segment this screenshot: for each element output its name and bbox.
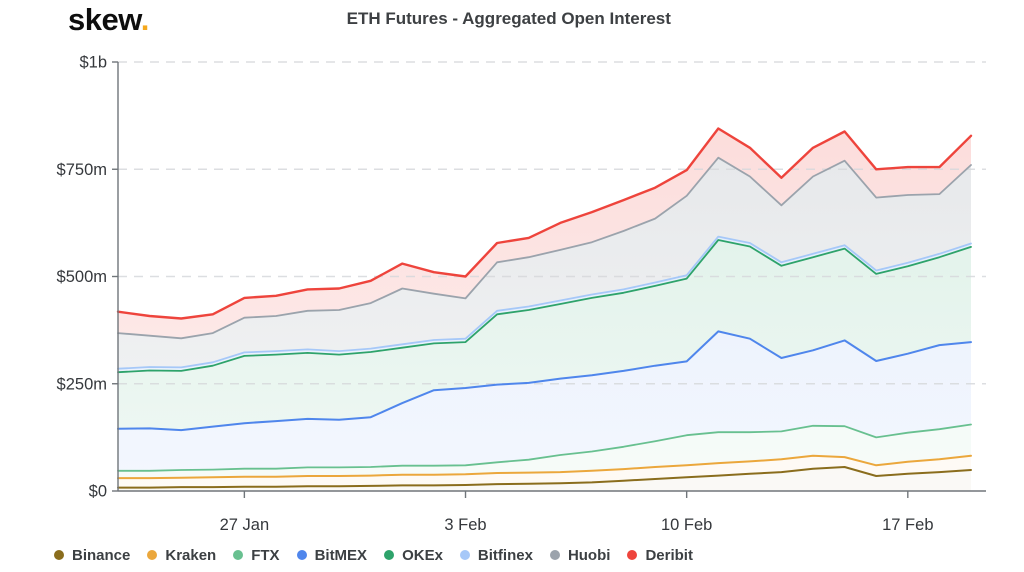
y-axis-label: $1b bbox=[79, 54, 107, 72]
line-kraken bbox=[117, 454, 972, 480]
legend-label: Deribit bbox=[645, 546, 693, 564]
x-axis-label: 10 Feb bbox=[661, 516, 712, 534]
legend-dot-icon bbox=[549, 550, 560, 560]
y-axis-label: $250m bbox=[57, 375, 107, 393]
legend-dot-icon bbox=[384, 550, 395, 560]
chart-title: ETH Futures - Aggregated Open Interest bbox=[346, 9, 671, 28]
line-bitfinex bbox=[117, 235, 972, 370]
y-axis-label: $750m bbox=[57, 161, 107, 179]
legend-dot-icon bbox=[54, 550, 64, 560]
legend-dot-icon bbox=[459, 550, 470, 560]
legend-item-bitmex[interactable]: BitMEX bbox=[296, 546, 368, 564]
line-deribit bbox=[116, 127, 973, 320]
y-axis-label: $500m bbox=[57, 268, 107, 286]
legend-dot-icon bbox=[296, 550, 307, 560]
line-huobi bbox=[117, 156, 972, 340]
line-bitmex bbox=[117, 330, 972, 432]
y-axis-label: $0 bbox=[89, 483, 107, 501]
legend-dot-icon bbox=[147, 550, 158, 560]
area-deribit bbox=[118, 128, 971, 339]
legend-item-kraken[interactable]: Kraken bbox=[147, 547, 216, 564]
legend-label: FTX bbox=[251, 546, 280, 564]
legend-label: OKEx bbox=[402, 546, 443, 564]
x-axis-label: 3 Feb bbox=[444, 516, 486, 534]
legend-label: Bitfinex bbox=[477, 546, 533, 564]
legend-label: Binance bbox=[72, 546, 131, 564]
line-okex bbox=[117, 239, 972, 374]
legend-item-binance[interactable]: Binance bbox=[54, 547, 130, 564]
area-huobi bbox=[118, 157, 971, 369]
skew-logo[interactable]: skew. bbox=[68, 2, 149, 38]
area-binance bbox=[118, 467, 971, 491]
logo-text: skew bbox=[68, 2, 141, 37]
legend-item-okex[interactable]: OKEx bbox=[384, 547, 443, 564]
logo-dot-icon: . bbox=[140, 2, 150, 37]
line-binance bbox=[117, 466, 972, 489]
legend-item-huobi[interactable]: Huobi bbox=[549, 546, 611, 564]
legend-item-deribit[interactable]: Deribit bbox=[627, 547, 693, 564]
x-axis-label: 27 Jan bbox=[220, 516, 270, 534]
line-ftx bbox=[117, 423, 972, 472]
legend-item-bitfinex[interactable]: Bitfinex bbox=[459, 546, 533, 564]
area-ftx bbox=[118, 424, 971, 479]
chart-legend: Binance Kraken FTX BitMEX OKEx Bitfinex Huobi D… bbox=[54, 543, 994, 567]
legend-label: Huobi bbox=[567, 546, 611, 564]
area-okex bbox=[118, 240, 971, 431]
legend-label: BitMEX bbox=[314, 546, 368, 564]
area-bitmex bbox=[118, 331, 971, 471]
legend-dot-icon bbox=[233, 550, 244, 560]
area-kraken bbox=[118, 455, 971, 488]
legend-dot-icon bbox=[627, 550, 638, 560]
x-axis-label: 17 Feb bbox=[882, 516, 933, 534]
legend-item-ftx[interactable]: FTX bbox=[233, 546, 280, 564]
legend-label: Kraken bbox=[165, 546, 217, 564]
chart-header: skew. ETH Futures - Aggregated Open Inte… bbox=[0, 0, 1024, 44]
